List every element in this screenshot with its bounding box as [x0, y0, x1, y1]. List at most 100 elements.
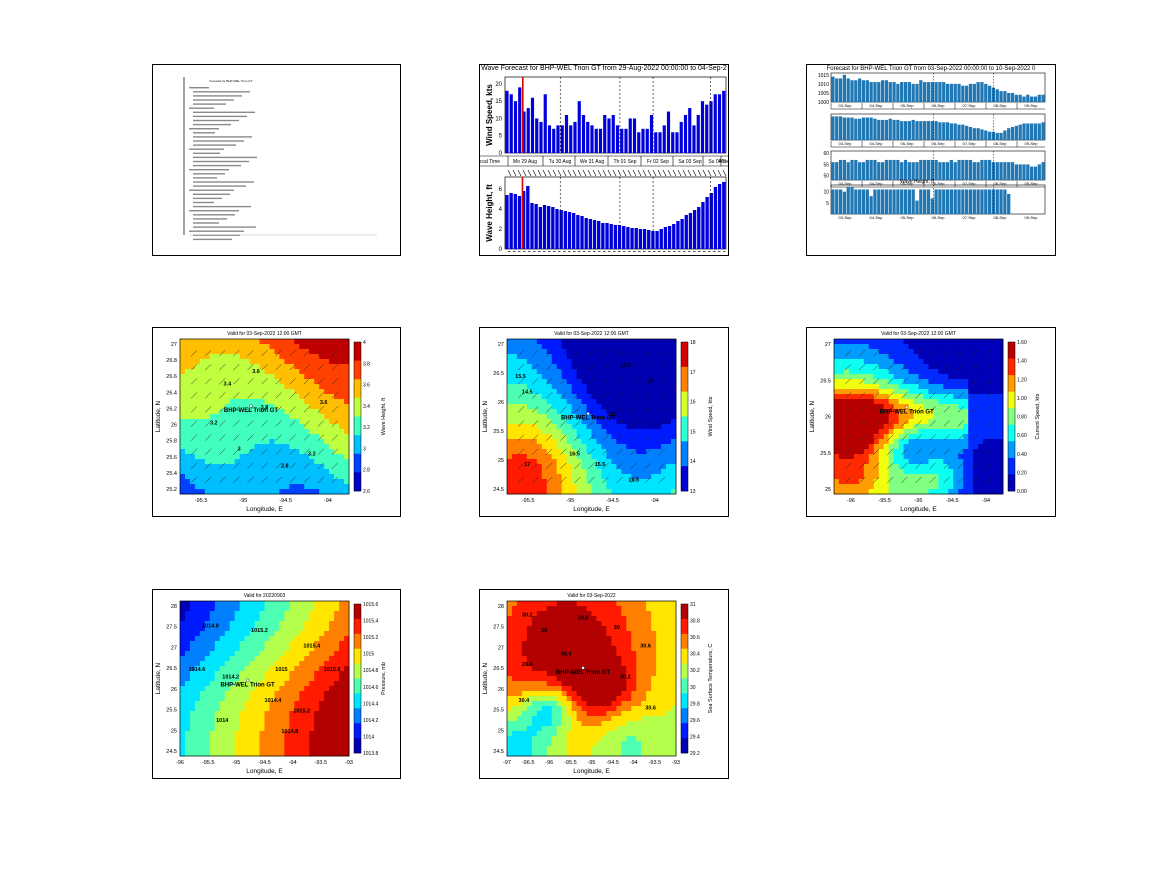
contour-fill-cell	[259, 646, 265, 652]
contour-fill-cell	[194, 681, 201, 687]
contour-fill-cell	[274, 389, 280, 395]
contour-fill-cell	[214, 636, 221, 642]
contour-fill-cell	[943, 339, 949, 345]
contour-fill-cell	[511, 399, 518, 405]
pressure-bar	[1014, 94, 1018, 102]
contour-fill-cell	[314, 696, 320, 702]
contour-fill-cell	[339, 464, 345, 470]
contour-fill-cell	[269, 606, 275, 612]
contour-fill-cell	[209, 489, 216, 495]
contour-fill-cell	[626, 389, 632, 395]
contour-fill-cell	[903, 424, 909, 430]
contour-fill-cell	[224, 696, 231, 702]
contour-fill-cell	[843, 414, 850, 420]
contour-fill-cell	[234, 641, 241, 647]
contour-fill-cell	[591, 429, 597, 435]
pressure-bar	[980, 82, 984, 102]
contour-fill-cell	[339, 444, 345, 450]
contour-fill-cell	[541, 409, 548, 415]
contour-fill-cell	[264, 444, 270, 450]
contour-fill-cell	[898, 339, 904, 345]
contour-fill-cell	[958, 379, 964, 385]
contour-fill-cell	[209, 606, 216, 612]
contour-fill-cell	[289, 666, 295, 672]
contour-fill-cell	[234, 601, 241, 607]
contour-fill-cell	[581, 489, 587, 495]
contour-fill-cell	[521, 369, 528, 375]
contour-fill-cell	[968, 424, 974, 430]
contour-fill-cell	[214, 449, 221, 455]
contour-fill-cell	[274, 681, 280, 687]
contour-fill-cell	[581, 459, 587, 465]
contour-fill-cell	[274, 671, 280, 677]
contour-fill-cell	[264, 464, 270, 470]
contour-fill-cell	[958, 459, 964, 465]
contour-fill-cell	[581, 484, 587, 490]
contour-fill-cell	[903, 374, 909, 380]
contour-fill-cell	[671, 439, 677, 445]
contour-fill-cell	[571, 444, 577, 450]
wave-height-bar	[926, 189, 931, 214]
contour-fill-cell	[224, 434, 231, 440]
contour-fill-cell	[289, 701, 295, 707]
contour-fill-cell	[933, 404, 939, 410]
hour-tick-label	[708, 251, 711, 252]
contour-fill-cell	[339, 359, 345, 365]
contour-fill-cell	[521, 364, 528, 370]
contour-fill-cell	[581, 444, 587, 450]
contour-fill-cell	[948, 384, 954, 390]
contour-fill-cell	[948, 489, 954, 495]
contour-fill-cell	[274, 616, 280, 622]
contour-fill-cell	[958, 339, 964, 345]
contour-fill-cell	[299, 671, 305, 677]
temperature-bar	[957, 159, 961, 180]
contour-fill-cell	[576, 484, 582, 490]
contour-fill-cell	[180, 651, 186, 657]
contour-fill-cell	[259, 434, 265, 440]
flow-arrow	[971, 476, 979, 484]
contour-fill-cell	[626, 419, 632, 425]
contour-fill-cell	[863, 409, 870, 415]
flow-arrow	[531, 420, 539, 427]
contour-fill-cell	[194, 449, 201, 455]
contour-fill-cell	[209, 716, 216, 722]
contour-fill-cell	[878, 484, 885, 490]
contour-fill-cell	[239, 394, 246, 400]
contour-fill-cell	[853, 469, 860, 475]
day-label: 06-Sep	[932, 181, 946, 186]
contour-fill-cell	[194, 696, 201, 702]
contour-fill-cell	[878, 374, 885, 380]
contour-fill-cell	[963, 409, 969, 415]
contour-fill-cell	[209, 369, 216, 375]
contour-fill-cell	[239, 686, 246, 692]
text-line	[193, 238, 232, 241]
contour-fill-cell	[269, 404, 275, 410]
contour-fill-cell	[556, 359, 563, 365]
contour-fill-cell	[561, 384, 568, 390]
contour-fill-cell	[868, 429, 875, 435]
contour-fill-cell	[581, 374, 587, 380]
contour-fill-cell	[551, 344, 558, 350]
contour-fill-cell	[556, 439, 563, 445]
contour-fill-cell	[279, 394, 285, 400]
contour-fill-cell	[259, 444, 265, 450]
contour-fill-cell	[254, 671, 260, 677]
contour-fill-cell	[214, 474, 221, 480]
contour-fill-cell	[304, 474, 310, 480]
contour-fill-cell	[596, 394, 602, 400]
contour-fill-cell	[606, 449, 612, 455]
contour-fill-cell	[334, 656, 340, 662]
contour-fill-cell	[938, 369, 944, 375]
contour-fill-cell	[848, 459, 855, 465]
contour-fill-cell	[848, 394, 855, 400]
contour-fill-cell	[541, 374, 548, 380]
contour-fill-cell	[928, 414, 934, 420]
contour-fill-cell	[209, 611, 216, 617]
contour-fill-cell	[868, 454, 875, 460]
contour-fill-cell	[646, 369, 652, 375]
contour-fill-cell	[294, 339, 300, 345]
contour-fill-cell	[526, 429, 533, 435]
contour-fill-cell	[507, 474, 513, 480]
contour-fill-cell	[199, 409, 206, 415]
contour-fill-cell	[344, 611, 350, 617]
